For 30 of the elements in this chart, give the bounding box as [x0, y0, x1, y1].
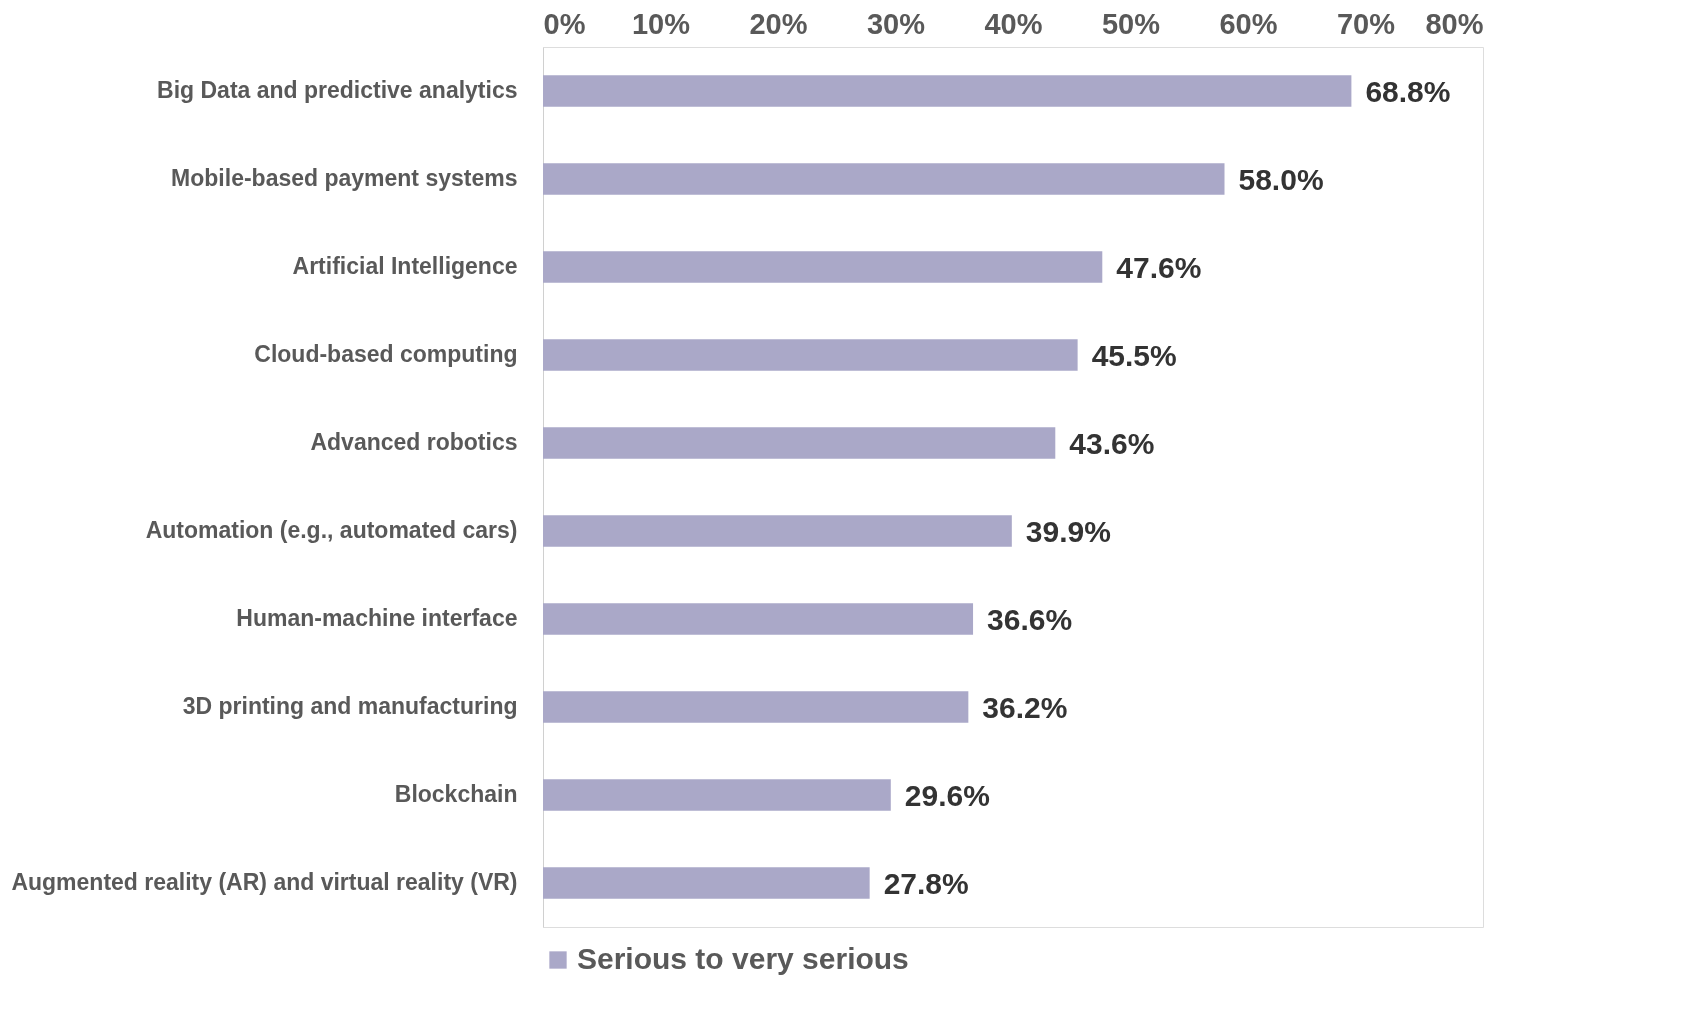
y-tick-label: Cloud-based computing — [254, 341, 518, 367]
x-tick-label: 40% — [984, 7, 1043, 40]
y-tick-label: Automation (e.g., automated cars) — [145, 517, 518, 543]
x-tick-label: 60% — [1219, 7, 1278, 40]
data-label: 47.6% — [1116, 251, 1202, 284]
y-tick-label: Advanced robotics — [310, 429, 518, 455]
y-tick-label: Human-machine interface — [236, 605, 518, 631]
data-label: 43.6% — [1069, 427, 1155, 460]
y-tick-label: Blockchain — [394, 781, 518, 807]
data-label: 36.6% — [987, 603, 1073, 636]
y-tick-label: Augmented reality (AR) and virtual reality (VR) — [11, 869, 518, 895]
y-tick-label: Big Data and predictive analytics — [157, 77, 518, 103]
legend-label: Serious to very serious — [577, 942, 909, 975]
data-label: 36.2% — [982, 691, 1068, 724]
y-tick-label: 3D printing and manufacturing — [182, 693, 518, 719]
data-label: 27.8% — [883, 867, 969, 900]
data-label: 39.9% — [1025, 515, 1111, 548]
y-tick-label: Artificial Intelligence — [292, 253, 518, 279]
data-label: 68.8% — [1365, 75, 1451, 108]
y-tick-label: Mobile-based payment systems — [171, 165, 518, 191]
data-label: 58.0% — [1238, 163, 1324, 196]
x-tick-label: 70% — [1336, 7, 1396, 40]
data-label: 29.6% — [904, 779, 990, 812]
x-tick-label: 10% — [631, 7, 691, 40]
x-tick-label: 0% — [543, 7, 586, 40]
x-tick-label: 50% — [1101, 7, 1161, 40]
x-tick-label: 30% — [866, 7, 926, 40]
x-tick-label: 80% — [1425, 7, 1484, 40]
x-tick-label: 20% — [749, 7, 808, 40]
data-label: 45.5% — [1091, 339, 1177, 372]
